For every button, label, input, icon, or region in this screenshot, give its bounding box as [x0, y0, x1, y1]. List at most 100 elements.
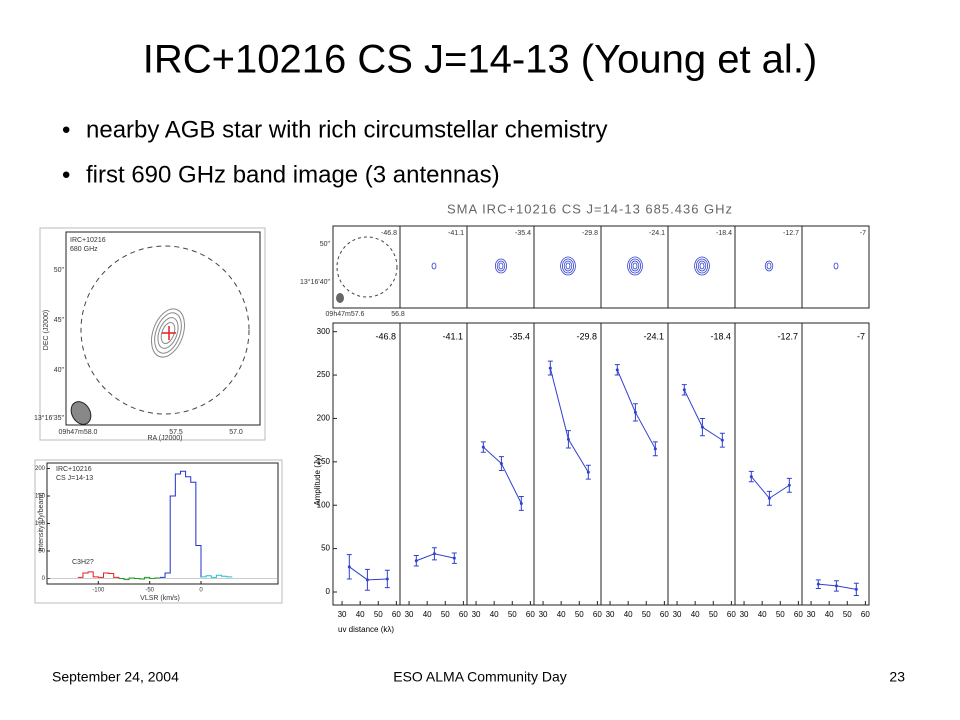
map-label: 680 GHz — [70, 246, 98, 253]
primary-beam — [80, 245, 250, 415]
amp-point — [720, 438, 724, 442]
x-tick-label: 40 — [624, 610, 633, 619]
channel-box — [533, 225, 602, 309]
channel-ytick: 50" — [320, 241, 331, 248]
bullet: first 690 GHz band image (3 antennas) — [86, 161, 500, 188]
x-tick-label: 30 — [405, 610, 414, 619]
x-tick-label: 40 — [356, 610, 365, 619]
panel-velocity: -29.8 — [576, 331, 597, 341]
amp-point — [519, 501, 523, 505]
map-label: IRC+10216 — [70, 237, 106, 244]
channel-velocity: -18.4 — [716, 230, 732, 237]
channel-box — [399, 225, 468, 309]
channel-contour — [565, 262, 571, 270]
x-tick-label: 60 — [593, 610, 602, 619]
spectrum-label: CS J=14-13 — [56, 475, 93, 482]
map-xtick: 57.5 — [169, 429, 183, 436]
channel-velocity: -7 — [860, 230, 866, 237]
map-xtick: 57.0 — [229, 429, 243, 436]
spectrum-ytick-label: 0 — [42, 576, 46, 582]
panel-velocity: -18.4 — [710, 331, 731, 341]
channel-beam-circle — [336, 236, 398, 298]
y-tick-label: 300 — [317, 327, 331, 336]
channel-velocity: -41.1 — [448, 230, 464, 237]
amp-point — [432, 552, 436, 556]
x-tick-label: 30 — [472, 610, 481, 619]
map-xlabel: RA (J2000) — [147, 435, 182, 442]
channel-contour — [629, 258, 642, 274]
spectrum-ytick-label: 100 — [35, 521, 46, 527]
channel-box — [600, 225, 669, 309]
amp-line — [683, 389, 723, 441]
channel-contour — [630, 260, 640, 272]
bullet-dot: • — [62, 161, 70, 188]
channel-contour — [833, 262, 839, 270]
panel-velocity: -7 — [857, 331, 865, 341]
channel-xtick: 09h47m57.6 — [326, 311, 365, 318]
channel-contour — [696, 258, 709, 274]
spectrum-line — [159, 470, 202, 578]
channel-box — [801, 225, 870, 309]
x-tick-label: 40 — [423, 610, 432, 619]
channel-ytick: 13°16'40" — [300, 278, 330, 286]
channel-velocity: -29.8 — [582, 230, 598, 237]
channel-contour — [563, 260, 573, 272]
amp-point — [767, 496, 771, 500]
channel-contour — [694, 256, 710, 276]
x-tick-label: 30 — [740, 610, 749, 619]
spectrum-line — [201, 574, 233, 578]
channel-box — [734, 225, 803, 309]
amp-point — [586, 470, 590, 474]
panel-velocity: -41.1 — [442, 331, 463, 341]
x-tick-label: 30 — [673, 610, 682, 619]
x-tick-label: 60 — [526, 610, 535, 619]
x-tick-label: 60 — [727, 610, 736, 619]
amp-point — [816, 582, 820, 586]
x-tick-label: 50 — [441, 610, 450, 619]
footer-page: 23 — [889, 669, 905, 685]
amp-line — [750, 476, 790, 499]
spectrum-xtick-label: -100 — [92, 588, 105, 594]
footer-date: September 24, 2004 — [52, 669, 179, 685]
channel-box — [667, 225, 736, 309]
y-tick-label: 200 — [317, 414, 331, 423]
y-tick-label: 0 — [326, 587, 331, 596]
footer-event: ESO ALMA Community Day — [393, 669, 567, 685]
channel-velocity: -24.1 — [649, 230, 665, 237]
amp-point — [633, 410, 637, 414]
panel-box — [399, 322, 468, 606]
x-tick-label: 60 — [459, 610, 468, 619]
y-tick-label: 50 — [321, 544, 330, 553]
contours — [151, 308, 185, 358]
panel-box — [600, 322, 669, 606]
x-tick-label: 40 — [691, 610, 700, 619]
x-tick-label: 30 — [338, 610, 347, 619]
y-tick-label: 150 — [317, 457, 331, 466]
y-tick-label: 250 — [317, 370, 331, 379]
amp-line — [549, 367, 589, 473]
panel-box — [734, 322, 803, 606]
panel-velocity: -46.8 — [375, 331, 396, 341]
amp-point — [834, 584, 838, 588]
amp-point — [347, 565, 351, 569]
panel-velocity: -12.7 — [777, 331, 798, 341]
spectrum-annotation: C3H2? — [72, 559, 94, 566]
panel-velocity: -35.4 — [509, 331, 530, 341]
amp-ylabel: Amplitude (Jy) — [313, 454, 322, 505]
y-tick-label: 100 — [317, 500, 331, 509]
channel-velocity: -35.4 — [515, 230, 531, 237]
x-tick-label: 30 — [807, 610, 816, 619]
slide-title: IRC+10216 CS J=14-13 (Young et al.) — [143, 38, 818, 82]
channel-contour — [697, 260, 707, 272]
map-ytick: 40" — [54, 367, 65, 374]
map-ytick: 45" — [54, 317, 65, 324]
amp-point — [385, 577, 389, 581]
amp-point — [749, 475, 753, 479]
amp-point — [653, 447, 657, 451]
x-tick-label: 60 — [794, 610, 803, 619]
beam — [70, 401, 92, 425]
channel-contour — [627, 256, 643, 276]
channel-velocity: -46.8 — [381, 230, 397, 237]
channel-contour — [699, 262, 705, 270]
